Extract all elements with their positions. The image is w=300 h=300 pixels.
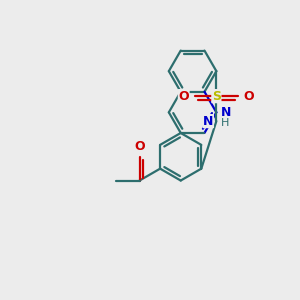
Text: O: O bbox=[178, 90, 189, 103]
Text: N: N bbox=[221, 106, 232, 119]
Text: N: N bbox=[203, 115, 213, 128]
Text: H: H bbox=[221, 118, 230, 128]
Text: O: O bbox=[244, 90, 254, 103]
Text: S: S bbox=[212, 90, 221, 103]
Text: O: O bbox=[134, 140, 145, 153]
